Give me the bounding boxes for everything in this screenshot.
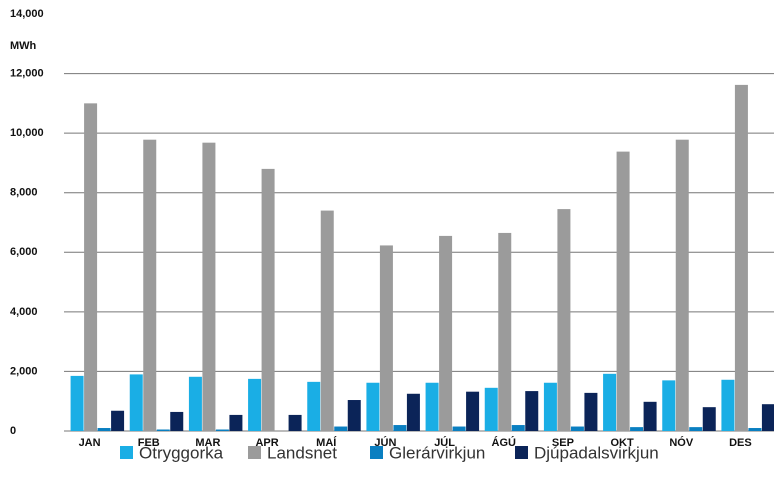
y-tick-label: 12,000: [10, 67, 44, 79]
legend-label: Landsnet: [267, 443, 337, 462]
bar: [734, 84, 748, 431]
bar: [689, 427, 703, 431]
bar: [721, 379, 735, 431]
bar: [543, 382, 557, 431]
bar: [662, 380, 676, 431]
bar: [366, 382, 380, 431]
bar: [143, 139, 157, 431]
bar: [288, 414, 302, 431]
legend-swatch: [515, 446, 528, 459]
legend-swatch: [120, 446, 133, 459]
y-tick-label: 2,000: [10, 365, 38, 377]
y-tick-label: 8,000: [10, 187, 38, 199]
x-tick-label: JÚN: [374, 436, 396, 449]
bar: [748, 428, 762, 431]
bar: [425, 382, 439, 431]
bar: [570, 426, 584, 431]
bar: [675, 139, 689, 431]
y-tick-label: 14,000: [10, 8, 44, 20]
bar: [525, 391, 539, 431]
bar: [557, 209, 571, 431]
y-tick-label: 10,000: [10, 127, 44, 139]
bar: [616, 151, 630, 432]
bar: [452, 426, 466, 431]
bar: [643, 401, 657, 431]
x-tick-label: MAR: [195, 437, 220, 449]
y-axis-label: MWh: [10, 40, 37, 52]
bar: [406, 393, 420, 431]
y-tick-label: 6,000: [10, 246, 38, 258]
x-tick-label: SEP: [552, 437, 574, 449]
bar: [111, 410, 125, 431]
y-tick-label: 4,000: [10, 306, 38, 318]
bar: [307, 381, 321, 431]
bar: [320, 210, 334, 431]
bar: [97, 428, 111, 431]
x-tick-label: MAÍ: [316, 436, 337, 449]
bar: [129, 374, 143, 431]
bar: [248, 378, 262, 431]
bar: [170, 411, 184, 431]
bar: [261, 168, 275, 431]
bar: [156, 429, 170, 431]
x-tick-label: NÓV: [669, 436, 694, 449]
bar: [393, 425, 407, 431]
legend-label: Glerárvirkjun: [389, 443, 485, 462]
bar: [761, 404, 774, 431]
x-tick-label: ÁGÚ: [492, 436, 517, 449]
x-tick-label: APR: [255, 437, 278, 449]
bar: [439, 235, 453, 431]
bar: [229, 414, 243, 431]
bar: [347, 400, 361, 431]
bar: [202, 142, 216, 431]
x-tick-label: JÚL: [434, 436, 455, 449]
bar: [498, 232, 512, 431]
bar: [702, 407, 716, 431]
legend-swatch: [248, 446, 261, 459]
legend-swatch: [370, 446, 383, 459]
bar: [584, 392, 598, 431]
bar: [630, 427, 644, 431]
bar: [84, 103, 98, 431]
bar: [215, 429, 229, 431]
bar: [603, 373, 617, 431]
bar: [511, 425, 525, 431]
legend-label: Djúpadalsvirkjun: [534, 443, 659, 462]
bar: [70, 375, 84, 431]
x-tick-label: FEB: [138, 437, 160, 449]
y-tick-label: 0: [10, 425, 16, 437]
bar: [188, 376, 202, 431]
bar: [379, 245, 393, 431]
x-tick-label: OKT: [610, 437, 634, 449]
bar: [334, 426, 348, 431]
x-tick-label: DES: [729, 437, 752, 449]
bar: [484, 387, 498, 431]
legend-label: Ótryggorka: [139, 443, 224, 462]
x-tick-label: JAN: [79, 437, 101, 449]
bar: [466, 391, 480, 431]
